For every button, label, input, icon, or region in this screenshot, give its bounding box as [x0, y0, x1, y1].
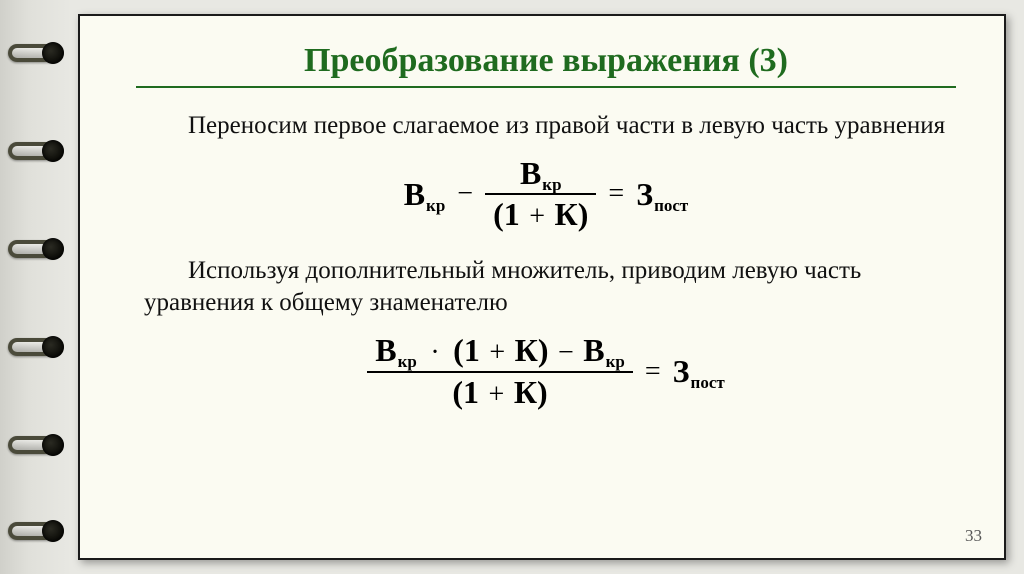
- op-minus: −: [455, 178, 475, 210]
- var-B: В: [520, 156, 541, 191]
- sub-kr: кр: [542, 176, 561, 195]
- paragraph-1: Переносим первое слагаемое из правой час…: [144, 110, 948, 142]
- op-plus: +: [487, 379, 507, 410]
- paragraph-2: Используя дополнительный множитель, прив…: [144, 255, 948, 319]
- op-eq: =: [606, 178, 626, 210]
- binder-ring: [8, 318, 64, 374]
- paren-left: (: [493, 196, 504, 232]
- formula-1: В кр − В кр (1 + К): [136, 154, 956, 235]
- op-dot: ·: [424, 337, 445, 368]
- slide-title: Преобразование выражения (3): [136, 42, 956, 80]
- term-Z-post: З пост: [673, 353, 725, 390]
- fraction-2: В кр · (1 + К) − В кр: [367, 331, 633, 413]
- num-1: 1: [463, 374, 479, 410]
- var-K: К: [514, 374, 537, 410]
- paren-right: ): [537, 374, 548, 410]
- paren-left: (: [452, 374, 463, 410]
- num-1: 1: [504, 196, 520, 232]
- var-Z: З: [673, 353, 690, 390]
- binder-ring: [8, 502, 64, 558]
- op-eq: =: [643, 356, 663, 388]
- var-K: К: [555, 196, 578, 232]
- op-plus: +: [527, 201, 547, 232]
- var-B: В: [583, 333, 604, 368]
- binder-ring: [8, 416, 64, 472]
- op-minus: −: [556, 337, 576, 368]
- binder-ring: [8, 24, 64, 80]
- var-B: В: [404, 176, 425, 213]
- slide-frame: Преобразование выражения (3) Переносим п…: [78, 14, 1006, 560]
- term-Z-post: З пост: [636, 176, 688, 213]
- page-background: Преобразование выражения (3) Переносим п…: [0, 0, 1024, 574]
- binder-ring: [8, 122, 64, 178]
- sub-kr: кр: [606, 353, 625, 372]
- spiral-binding: [0, 0, 72, 574]
- binder-ring: [8, 220, 64, 276]
- paren-left: (: [453, 332, 464, 368]
- sub-post: пост: [654, 196, 688, 216]
- sub-kr: кр: [398, 353, 417, 372]
- var-Z: З: [636, 176, 653, 213]
- paren-right: ): [538, 332, 549, 368]
- title-rule: [136, 86, 956, 88]
- num-1: 1: [464, 332, 480, 368]
- page-number: 33: [965, 526, 982, 546]
- var-K: К: [515, 332, 538, 368]
- paren-right: ): [578, 196, 589, 232]
- term-B-kr: В кр: [404, 176, 446, 213]
- fraction-1: В кр (1 + К): [485, 154, 596, 235]
- sub-post: пост: [691, 373, 725, 393]
- sub-kr: кр: [426, 196, 445, 216]
- op-plus: +: [487, 337, 507, 368]
- var-B: В: [375, 333, 396, 368]
- formula-2: В кр · (1 + К) − В кр: [136, 331, 956, 413]
